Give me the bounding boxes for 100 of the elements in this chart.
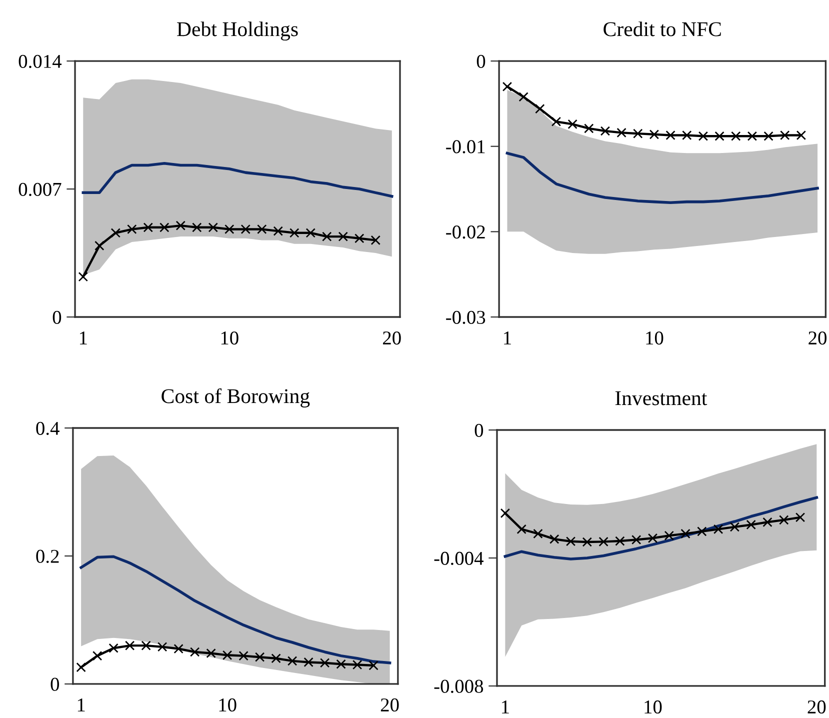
chart-title: Investment xyxy=(615,391,708,406)
point xyxy=(273,226,283,236)
point xyxy=(631,534,642,545)
point xyxy=(224,224,234,234)
point xyxy=(747,131,758,141)
x-tick-label: 1 xyxy=(502,700,509,714)
point xyxy=(127,224,137,234)
x-tick-label: 1 xyxy=(504,332,511,344)
point xyxy=(352,660,362,670)
point xyxy=(649,130,660,140)
point xyxy=(616,128,626,138)
point xyxy=(174,644,184,654)
y-tick-label: 0.4 xyxy=(36,422,60,436)
point xyxy=(682,130,692,140)
point xyxy=(664,530,674,540)
point xyxy=(697,526,707,536)
point xyxy=(222,650,232,660)
point xyxy=(780,130,790,140)
point xyxy=(192,222,202,232)
point xyxy=(535,104,545,114)
line-series xyxy=(82,162,394,198)
point xyxy=(551,116,562,126)
chart-title: Cost of Borowing xyxy=(162,388,310,408)
point xyxy=(190,647,200,657)
y-tick-label: -0.01 xyxy=(446,140,485,154)
point xyxy=(143,222,154,232)
point xyxy=(290,228,300,238)
point xyxy=(208,222,218,232)
y-tick-label: -0.008 xyxy=(434,680,484,693)
chart-title: Debt Holdings xyxy=(177,22,298,41)
point xyxy=(78,272,88,282)
y-tick-label: 0 xyxy=(50,678,60,691)
point xyxy=(257,224,267,234)
point xyxy=(502,82,512,92)
point xyxy=(584,124,594,134)
point xyxy=(368,660,378,670)
point xyxy=(160,222,170,232)
point xyxy=(568,119,578,130)
x-tick-label: 10 xyxy=(221,331,238,345)
x-tick-label: 20 xyxy=(808,700,826,714)
point xyxy=(762,517,772,528)
point xyxy=(795,512,806,522)
line-series xyxy=(80,555,392,664)
point xyxy=(714,131,724,141)
y-tick-label: 0 xyxy=(474,424,484,437)
y-tick-label: 0.007 xyxy=(18,182,62,196)
point xyxy=(730,522,740,532)
x-tick-label: 10 xyxy=(644,700,662,714)
point xyxy=(500,508,510,518)
y-tick-label: -0.02 xyxy=(446,225,485,239)
point xyxy=(94,240,104,251)
point xyxy=(108,643,118,653)
point xyxy=(566,536,576,546)
point xyxy=(322,232,332,242)
chart-title: Credit to NFC xyxy=(604,22,721,36)
point xyxy=(518,92,528,102)
point xyxy=(110,228,121,238)
x-tick-label: 20 xyxy=(380,698,399,712)
point xyxy=(764,131,774,141)
y-tick-label: -0.004 xyxy=(434,552,484,566)
point xyxy=(338,232,348,242)
point xyxy=(254,652,265,662)
point xyxy=(796,130,806,140)
point xyxy=(238,650,248,661)
x-tick-label: 1 xyxy=(80,332,87,344)
x-tick-label: 10 xyxy=(219,698,236,712)
point xyxy=(206,648,216,658)
point xyxy=(746,520,756,530)
point xyxy=(550,534,560,544)
point xyxy=(615,536,625,546)
point xyxy=(633,128,643,138)
point xyxy=(648,533,658,544)
point xyxy=(141,640,151,650)
point xyxy=(582,537,592,547)
point xyxy=(698,131,708,141)
point xyxy=(516,524,526,534)
point xyxy=(731,131,741,141)
point xyxy=(336,659,346,669)
y-tick-label: 0 xyxy=(52,310,62,324)
point xyxy=(157,642,168,652)
point xyxy=(713,524,724,534)
line-series xyxy=(504,496,818,560)
x-tick-label: 20 xyxy=(808,331,826,345)
point xyxy=(600,126,610,136)
point xyxy=(240,224,250,234)
point xyxy=(598,536,608,547)
x-tick-label: 20 xyxy=(383,331,401,345)
y-tick-label: -0.03 xyxy=(446,310,486,324)
point xyxy=(306,228,316,238)
point xyxy=(76,662,86,672)
point xyxy=(680,528,690,539)
y-tick-label: 0 xyxy=(476,54,486,68)
line-series xyxy=(506,152,819,204)
point xyxy=(779,515,789,525)
y-tick-label: 0.014 xyxy=(18,54,62,68)
point xyxy=(370,235,380,246)
point xyxy=(533,528,543,539)
point xyxy=(92,650,102,661)
point xyxy=(666,130,676,140)
point xyxy=(287,656,298,666)
